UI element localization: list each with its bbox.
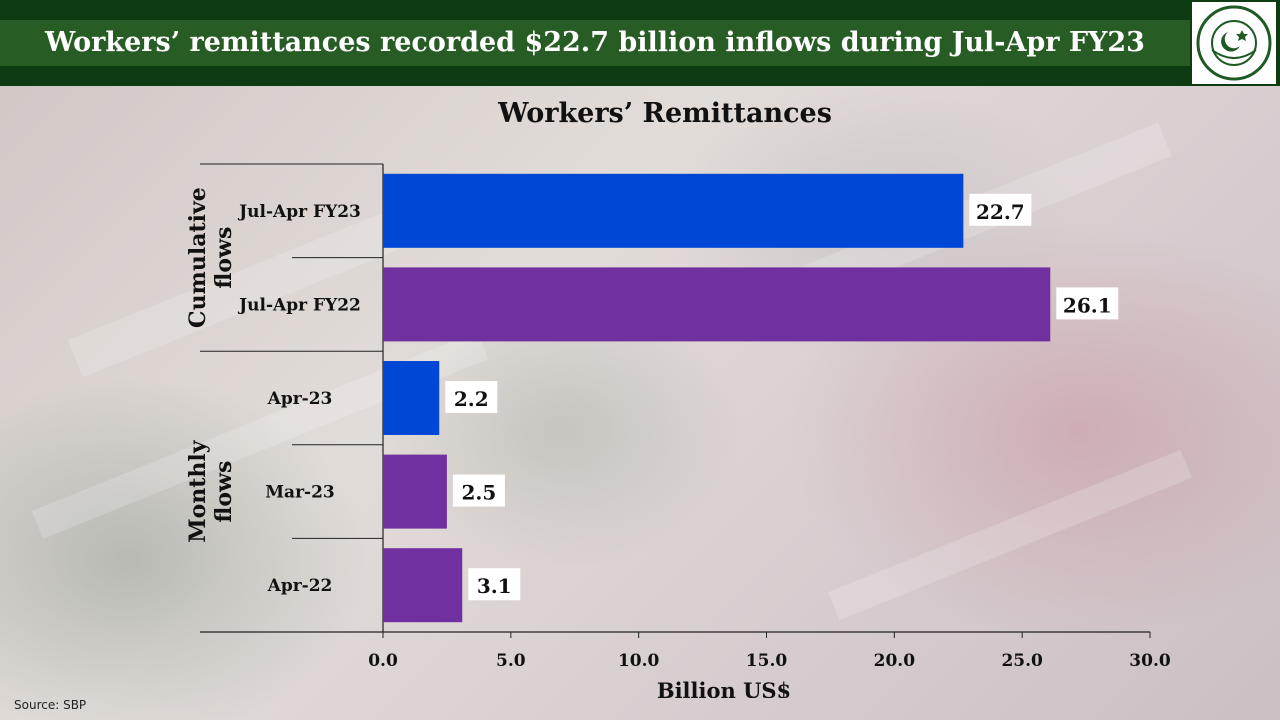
bar	[383, 173, 964, 248]
data-label: 2.2	[454, 387, 489, 411]
data-label-box	[969, 193, 1032, 226]
data-label: 2.5	[462, 481, 497, 505]
category-label: Apr-22	[267, 576, 333, 596]
data-label-box	[452, 474, 505, 507]
group-label-line: flows	[211, 227, 237, 289]
page-title: Workers’ remittances recorded $22.7 bill…	[45, 27, 1145, 58]
title-bar: Workers’ remittances recorded $22.7 bill…	[0, 0, 1280, 86]
category-label: Mar-23	[265, 483, 335, 503]
x-tick-label: 30.0	[1129, 651, 1171, 671]
data-label-box	[468, 568, 521, 601]
data-label-box	[1056, 287, 1119, 320]
x-axis-label: Billion US$	[657, 678, 791, 698]
sbp-logo	[1192, 2, 1276, 84]
bar	[383, 454, 447, 529]
group-label-line: Monthly	[185, 439, 211, 543]
data-label-box	[445, 381, 498, 413]
group-label-line: flows	[211, 461, 237, 523]
data-label: 3.1	[477, 574, 512, 598]
chart-title: Workers’ Remittances	[497, 98, 832, 129]
x-tick-label: 10.0	[618, 651, 660, 671]
group-label: Cumulative flows	[185, 187, 237, 328]
category-label: Jul-Apr FY23	[237, 202, 361, 222]
category-label: Jul-Apr FY22	[237, 295, 361, 315]
x-tick-label: 20.0	[874, 651, 916, 671]
remittances-chart: Workers’ Remittances 0.0 5.0 10.0 15.0 20.0 25…	[185, 98, 1171, 698]
x-tick-label: 5.0	[496, 651, 526, 671]
data-label: 26.1	[1063, 293, 1112, 317]
title-band	[0, 20, 1190, 66]
bar	[383, 548, 463, 623]
bar	[383, 267, 1051, 342]
x-tick-label: 0.0	[368, 651, 398, 671]
group-label: Monthly flows	[185, 439, 237, 543]
x-tick-label: 25.0	[1001, 651, 1043, 671]
bar	[383, 361, 440, 435]
source-note: Source: SBP	[14, 698, 87, 712]
category-label: Apr-23	[267, 389, 333, 409]
x-tick-label: 15.0	[746, 651, 788, 671]
group-label-line: Cumulative	[185, 187, 211, 328]
data-label: 22.7	[976, 200, 1025, 224]
